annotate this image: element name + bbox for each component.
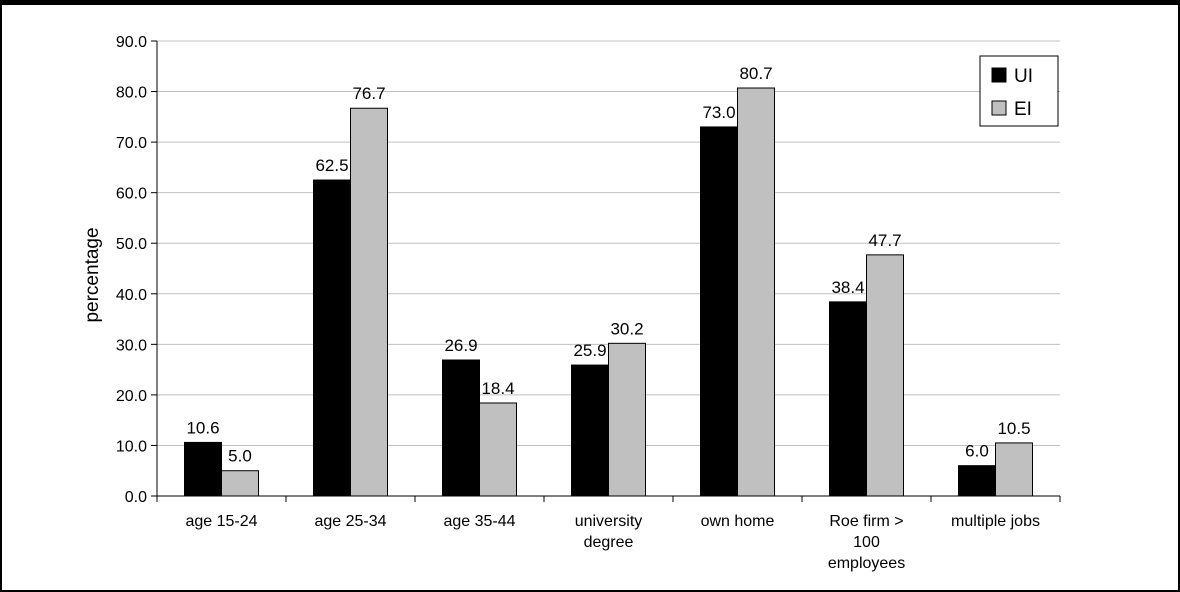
- bar-ui: [571, 364, 609, 497]
- legend: UI EI: [979, 55, 1059, 127]
- x-tick-label: Roe firm > 100 employees: [828, 513, 905, 572]
- axes: [151, 40, 1061, 502]
- bar-ei: [866, 254, 904, 497]
- legend-label-ui: UI: [1014, 66, 1033, 87]
- bars: [184, 87, 1033, 497]
- bar-ui: [700, 126, 738, 497]
- data-label-ui: 73.0: [702, 103, 735, 122]
- bar-ui: [958, 465, 996, 497]
- data-label-ui: 38.4: [831, 278, 864, 297]
- bar-ui: [442, 359, 480, 497]
- data-labels: 10.6 5.0 62.5 76.7 26.9 18.4 25.930.2 73.0 80.7 3…: [186, 64, 1030, 466]
- gridlines: [157, 40, 1060, 446]
- bar-ui: [184, 441, 222, 497]
- legend-label-ei: EI: [1014, 99, 1032, 120]
- y-tick-labels: 0.0 10.0 20.0 30.0 40.0 50.0 60.0 70.0 80.0 90.0: [116, 34, 147, 506]
- data-label-ui: 10.6: [186, 418, 219, 437]
- bar-ei: [608, 342, 646, 497]
- legend-swatch-ui: [991, 67, 1007, 83]
- data-label-ei: 10.5: [997, 419, 1030, 438]
- y-tick-label: 50.0: [116, 236, 147, 253]
- x-tick-label-line: age 25-34: [314, 513, 386, 530]
- bar-ui: [313, 179, 351, 497]
- x-tick-labels: age 15-24 age 25-34 age 35-44 university deg…: [185, 513, 1040, 572]
- x-tick-label-line: university: [575, 513, 643, 530]
- bar-ei: [350, 107, 388, 497]
- data-label-ei: 47.7: [868, 231, 901, 250]
- data-label-ui: 25.9: [573, 341, 606, 360]
- y-axis-title: percentage: [82, 227, 103, 322]
- x-tick-label-line: age 15-24: [185, 513, 257, 530]
- y-tick-label: 0.0: [125, 489, 147, 506]
- data-label-ei: 76.7: [352, 84, 385, 103]
- bar-ei: [479, 402, 517, 497]
- y-tick-label: 90.0: [116, 34, 147, 51]
- bar-ei: [995, 442, 1033, 497]
- y-tick-label: 70.0: [116, 135, 147, 152]
- y-tick-label: 80.0: [116, 85, 147, 102]
- bar-ui: [829, 301, 867, 497]
- x-tick-label-line: degree: [584, 534, 634, 551]
- data-label-ei: 80.7: [739, 64, 772, 83]
- x-tick-label: own home: [701, 513, 775, 530]
- y-tick-label: 10.0: [116, 438, 147, 455]
- x-tick-label-line: Roe firm >: [829, 513, 903, 530]
- bar-ei: [737, 87, 775, 497]
- x-tick-label: age 25-34: [314, 513, 386, 530]
- legend-swatch-ei: [991, 100, 1007, 116]
- y-tick-label: 60.0: [116, 186, 147, 203]
- x-tick-label-line: own home: [701, 513, 775, 530]
- x-tick-label-line: employees: [828, 555, 905, 572]
- x-tick-label: age 15-24: [185, 513, 257, 530]
- x-tick-label-line: multiple jobs: [951, 513, 1040, 530]
- bar-ei: [221, 470, 259, 497]
- data-label-ui: 6.0: [965, 442, 989, 461]
- data-label-ei: 18.4: [481, 379, 514, 398]
- y-tick-label: 40.0: [116, 287, 147, 304]
- y-tick-label: 30.0: [116, 337, 147, 354]
- x-tick-label: university degree: [575, 513, 643, 551]
- x-tick-label-line: 100: [853, 534, 880, 551]
- x-tick-label-line: age 35-44: [443, 513, 515, 530]
- data-label-ei: 5.0: [228, 447, 252, 466]
- y-tick-label: 20.0: [116, 388, 147, 405]
- x-tick-label: age 35-44: [443, 513, 515, 530]
- data-label-ui: 62.5: [315, 156, 348, 175]
- x-tick-label: multiple jobs: [951, 513, 1040, 530]
- data-label-ei: 30.2: [610, 319, 643, 338]
- data-label-ui: 26.9: [444, 336, 477, 355]
